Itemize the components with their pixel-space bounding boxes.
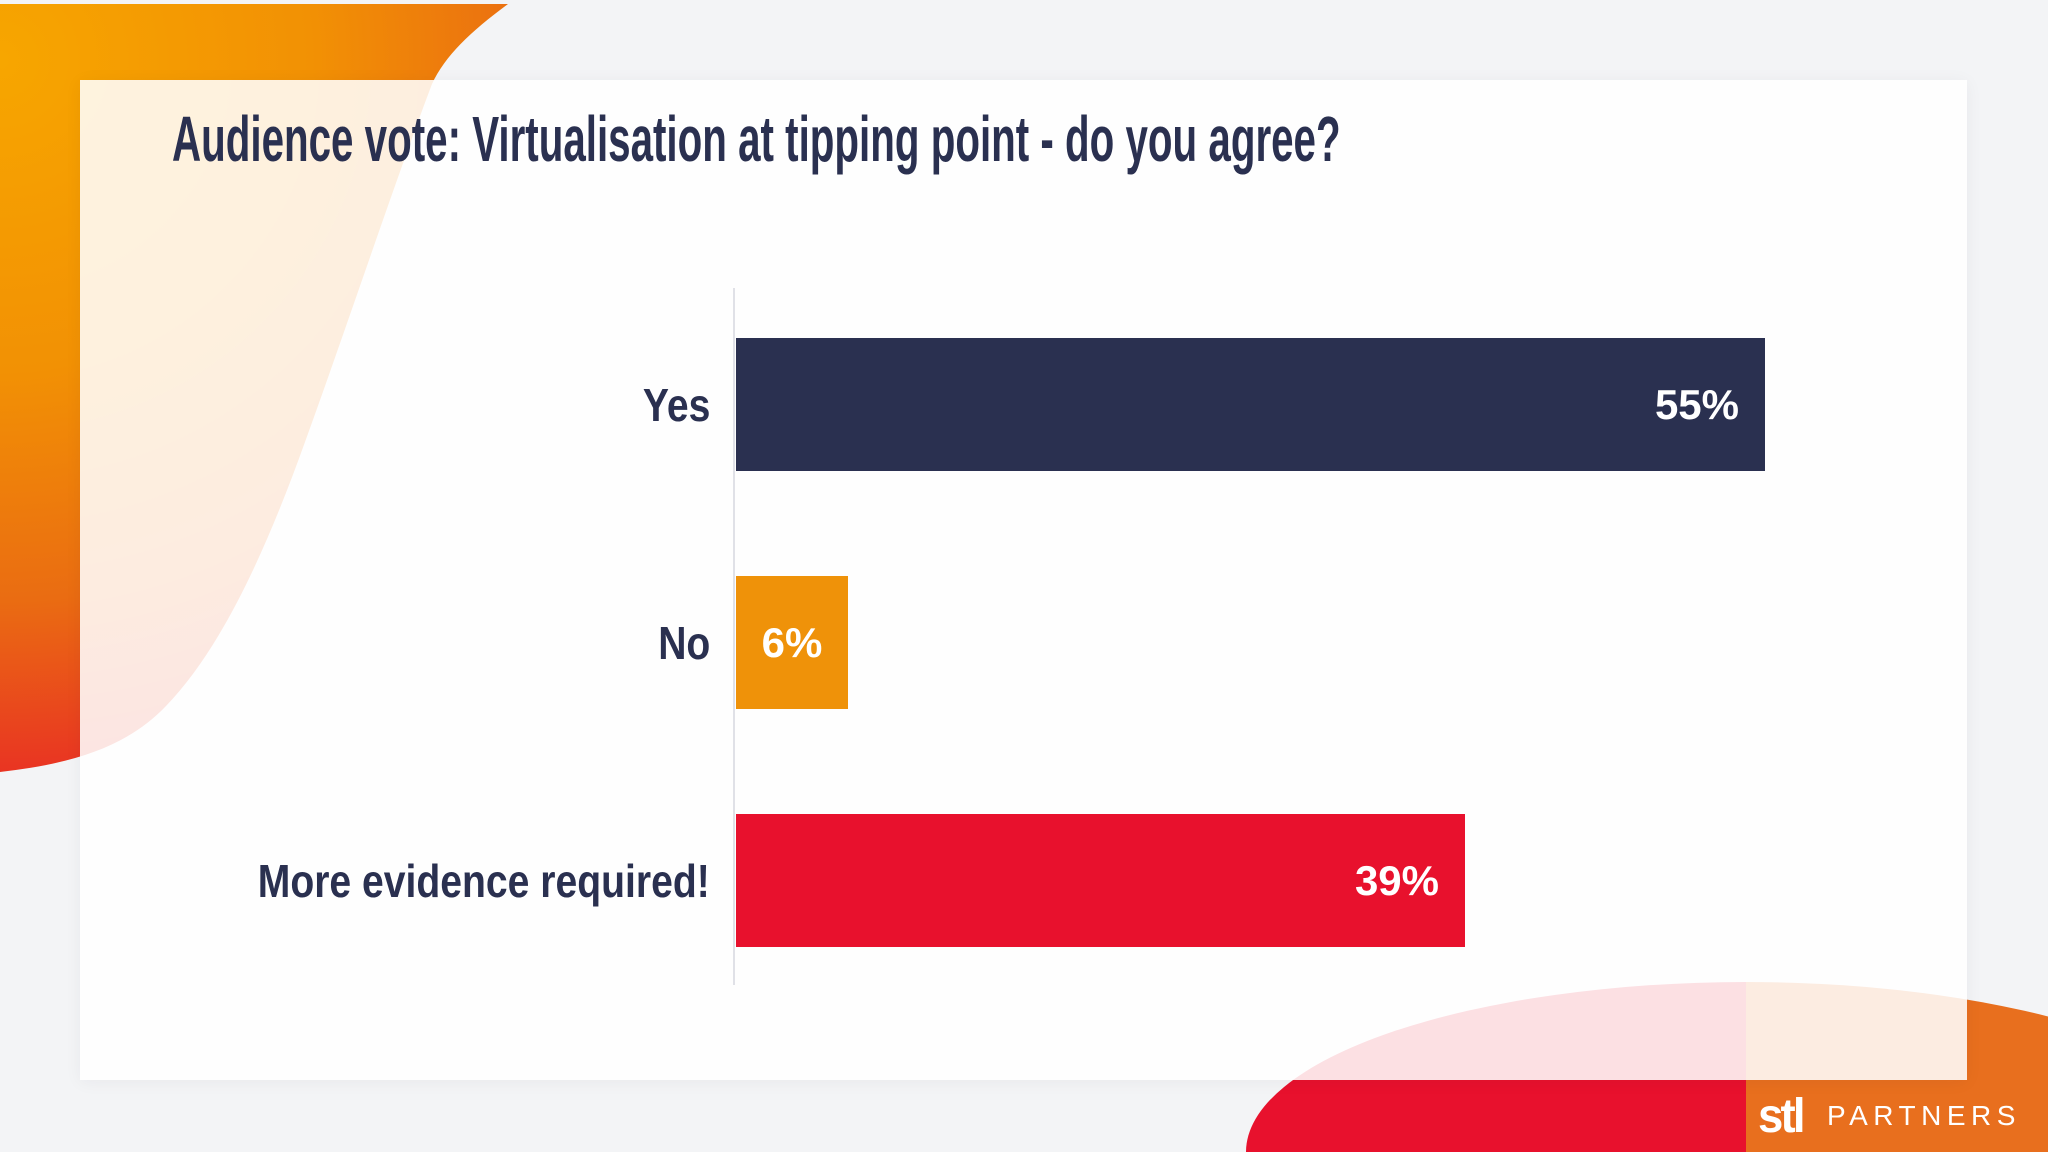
bar-no: 6% [736, 576, 848, 709]
axis-line [733, 288, 735, 985]
category-label: More evidence required! [80, 814, 710, 947]
stl-logo-text: PARTNERS [1827, 1100, 2021, 1131]
category-label: No [80, 576, 710, 709]
stl-logo-mark: stl [1758, 1089, 1806, 1143]
bar-value-label: 55% [1654, 380, 1739, 428]
bar-more-evidence-required: 39% [736, 814, 1465, 947]
category-label-text: Yes [642, 378, 710, 431]
category-label: Yes [80, 338, 710, 471]
bar-value-label: 6% [761, 618, 823, 666]
category-label-text: More evidence required! [258, 854, 710, 907]
bar-yes: 55% [736, 338, 1765, 471]
slide-title: Audience vote: Virtualisation at tipping… [172, 103, 1341, 175]
stl-logo: stl PARTNERS [1758, 1086, 2021, 1146]
category-label-text: No [657, 616, 710, 669]
bar-value-label: 39% [1354, 856, 1439, 904]
